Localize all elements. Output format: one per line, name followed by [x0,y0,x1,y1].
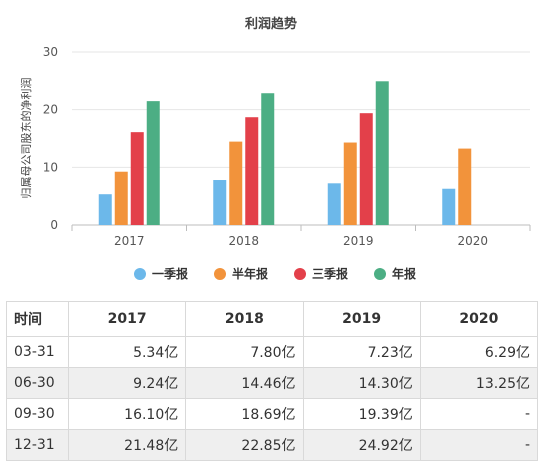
bar-2017-2[interactable] [114,171,128,225]
bar-2019-4[interactable] [375,81,389,225]
legend-label[interactable]: 三季报 [312,266,348,281]
bar-2017-3[interactable] [130,132,144,225]
header-cell-time: 时间 [6,301,69,337]
table-row: 09-30 16.10亿 18.69亿 19.39亿 - [6,398,539,430]
bar-2017-1[interactable] [98,194,112,225]
table-cell-value: 7.80亿 [185,336,304,368]
bar-2017-4[interactable] [146,101,160,225]
table-row: 03-31 5.34亿 7.80亿 7.23亿 6.29亿 [6,336,539,368]
bar-2020-1[interactable] [442,188,456,225]
header-cell-2020: 2020 [419,301,539,337]
bar-2018-2[interactable] [229,141,243,225]
legend-marker [374,268,386,280]
table-cell-date: 12-31 [6,429,69,461]
header-cell-2018: 2018 [185,301,304,337]
table-cell-value: 9.24亿 [67,367,187,399]
bar-2019-2[interactable] [343,142,357,225]
table-cell-date: 06-30 [6,367,69,399]
x-tick-label: 2020 [457,234,488,248]
bar-2019-3[interactable] [359,113,373,225]
profit-trend-chart: 利润趋势 归属母公司股东的净利润 0 10 20 30 2017 2018 2019 2020… [19,16,531,281]
table-cell-value: 24.92亿 [302,429,421,461]
y-tick-label: 20 [43,103,58,117]
table-row: 06-30 9.24亿 14.46亿 14.30亿 13.25亿 [6,367,539,399]
x-tick-label: 2017 [114,234,145,248]
legend-marker [294,268,306,280]
table-header-row: 时间 2017 2018 2019 2020 [6,301,539,337]
bar-2020-2[interactable] [458,148,472,225]
legend-marker [134,268,146,280]
bar-2019-1[interactable] [327,183,341,225]
legend-label[interactable]: 年报 [392,266,416,281]
table-cell-date: 09-30 [6,398,69,430]
table-row: 12-31 21.48亿 22.85亿 24.92亿 - [6,429,539,461]
table-cell-value: 22.85亿 [185,429,304,461]
table-cell-value: 14.46亿 [185,367,304,399]
legend-marker [214,268,226,280]
table-cell-value: 18.69亿 [185,398,304,430]
header-cell-2017: 2017 [67,301,187,337]
y-tick-label: 0 [50,218,58,232]
y-tick-label: 10 [43,160,58,174]
table-cell-value: 13.25亿 [419,367,539,399]
table-cell-value: 19.39亿 [302,398,421,430]
y-tick-label: 30 [43,45,58,59]
table-cell-value: 21.48亿 [67,429,187,461]
table-cell-value: 5.34亿 [67,336,187,368]
chart-title: 利润趋势 [245,16,297,32]
x-tick-label: 2019 [343,234,374,248]
x-tick-label: 2018 [228,234,259,248]
table-cell-value: 14.30亿 [302,367,421,399]
table-cell-value: - [419,398,539,430]
bar-2018-4[interactable] [261,93,275,226]
table-cell-value: 7.23亿 [302,336,421,368]
table-cell-value: 6.29亿 [419,336,539,368]
table-cell-value: - [419,429,539,461]
header-cell-2019: 2019 [302,301,421,337]
bar-2018-1[interactable] [213,180,227,225]
profit-table: 时间 2017 2018 2019 2020 03-31 5.34亿 7.80亿… [6,301,539,461]
y-axis-label: 归属母公司股东的净利润 [19,78,33,199]
legend-label[interactable]: 一季报 [152,266,188,281]
table-cell-date: 03-31 [6,336,69,368]
legend-label[interactable]: 半年报 [232,266,268,281]
bar-2018-3[interactable] [245,117,259,225]
table-cell-value: 16.10亿 [67,398,187,430]
